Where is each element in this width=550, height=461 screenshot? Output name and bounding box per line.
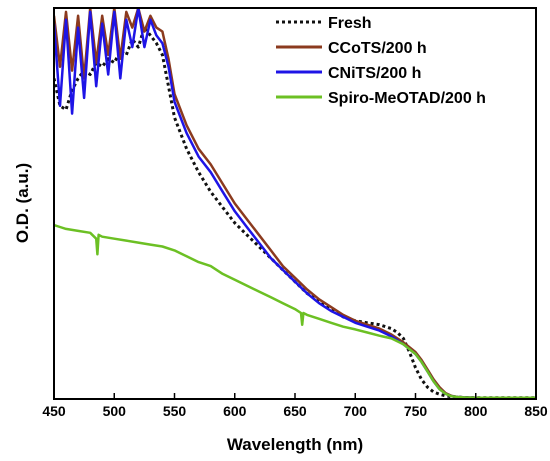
x-tick-label: 450 [42, 403, 66, 419]
x-tick-label: 550 [163, 403, 187, 419]
series-line-1 [54, 8, 536, 399]
series-line-0 [54, 26, 536, 399]
x-tick-label: 600 [223, 403, 247, 419]
y-axis-title: O.D. (a.u.) [13, 163, 32, 243]
x-tick-label: 650 [283, 403, 307, 419]
x-axis: 450 500 550 600 650 700 750 800 850 [42, 393, 548, 419]
x-tick-label: 800 [464, 403, 488, 419]
legend-label-1: CCoTS/200 h [328, 40, 427, 57]
x-axis-title: Wavelength (nm) [227, 435, 363, 454]
legend-label-0: Fresh [328, 15, 372, 32]
legend-label-3: Spiro-MeOTAD/200 h [328, 90, 486, 107]
legend-label-2: CNiTS/200 h [328, 65, 421, 82]
x-tick-label: 700 [344, 403, 368, 419]
x-tick-label: 750 [404, 403, 428, 419]
x-tick-label: 500 [103, 403, 127, 419]
legend: Fresh CCoTS/200 h CNiTS/200 h Spiro-MeOTAD/… [276, 15, 486, 107]
series-layer [54, 8, 536, 399]
series-line-2 [54, 8, 536, 399]
plot-frame [53, 7, 537, 400]
series-line-3 [54, 223, 536, 399]
x-tick-label: 850 [524, 403, 548, 419]
